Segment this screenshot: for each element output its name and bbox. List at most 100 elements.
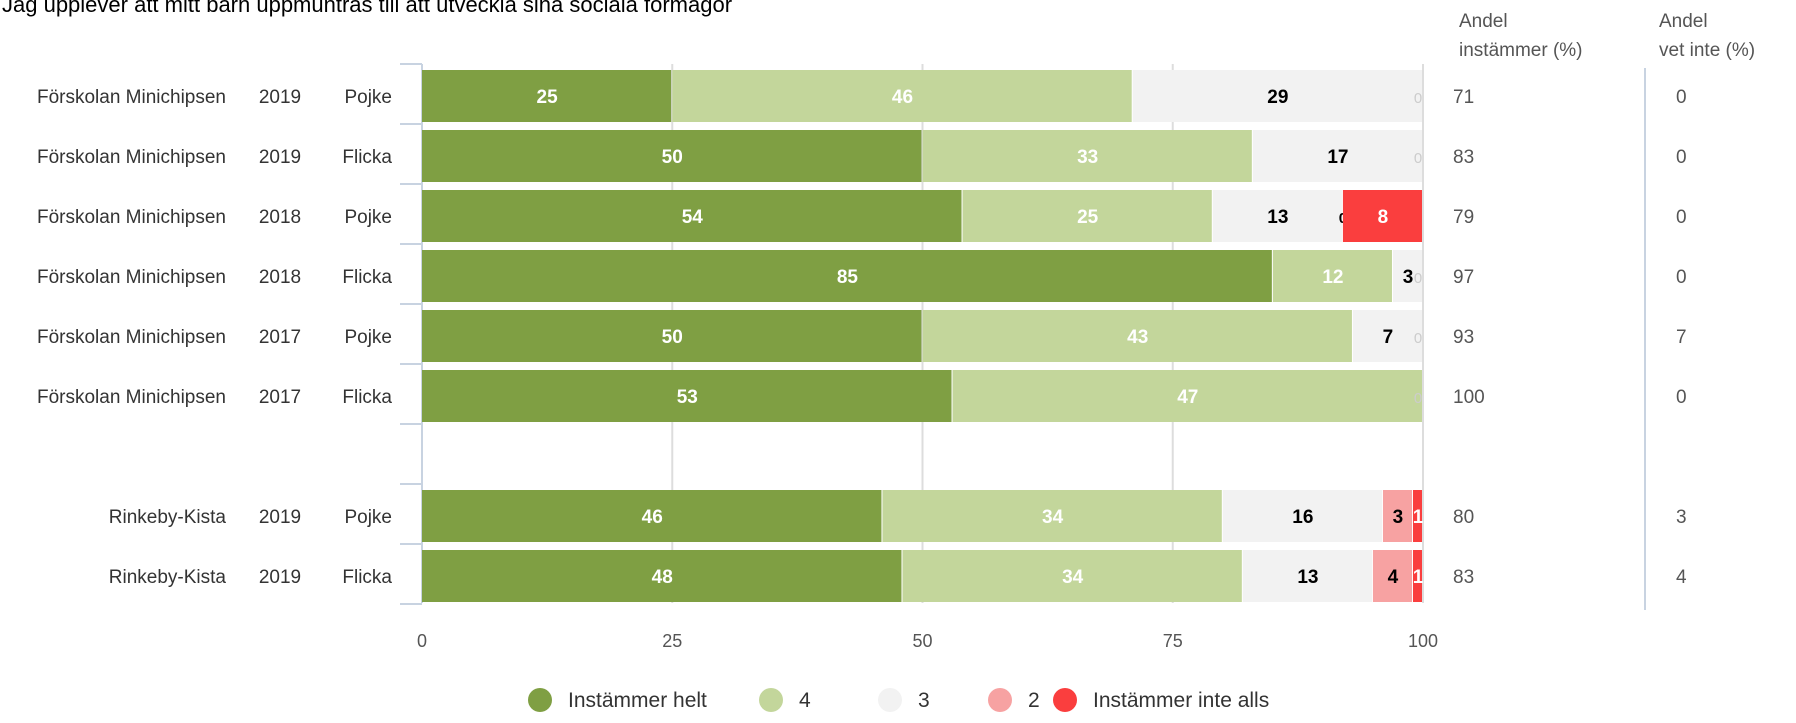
bar-segment [1392,250,1422,302]
bar-segment [1212,190,1342,242]
bar-segment [422,310,922,362]
value-andel-instammer: 97 [1453,267,1474,288]
data-label: 4 [1388,567,1399,588]
header-instammer-line1: Andel [1459,11,1508,32]
row-label-year: 2017 [259,387,301,408]
row-label-year: 2019 [259,87,301,108]
legend-marker [528,688,552,712]
bar-segment [962,190,1212,242]
header-vet-inte-line1: Andel [1659,11,1708,32]
bar-segment [1382,490,1412,542]
value-andel-vet-inte: 0 [1676,87,1687,108]
bar-segment [1252,130,1422,182]
data-label: 13 [1297,567,1318,588]
bar-segment [672,70,1132,122]
row-label-unit: Förskolan Minichipsen [37,87,226,108]
row-label-unit: Förskolan Minichipsen [37,267,226,288]
row-label-year: 2017 [259,327,301,348]
row-label-gender: Flicka [342,147,392,168]
bar-segment [1352,310,1422,362]
row-label-year: 2019 [259,147,301,168]
data-label: 47 [1177,387,1198,408]
row-label-gender: Pojke [344,87,392,108]
chart-title: Jag upplever att mitt barn uppmuntras ti… [2,0,732,17]
data-label: 46 [642,507,663,528]
row-label-gender: Flicka [342,267,392,288]
row-label-year: 2019 [259,567,301,588]
row-label-gender: Pojke [344,327,392,348]
data-label: 53 [677,387,698,408]
value-andel-instammer: 93 [1453,327,1474,348]
row-label-unit: Rinkeby-Kista [109,567,227,588]
value-andel-instammer: 80 [1453,507,1474,528]
legend-marker [878,688,902,712]
data-label: 17 [1327,147,1348,168]
data-label: 43 [1127,327,1148,348]
value-andel-vet-inte: 7 [1676,327,1687,348]
bar-segment [1412,550,1422,602]
bar-segment [1342,190,1422,242]
row-label-gender: Pojke [344,207,392,228]
legend-label: 2 [1028,689,1040,712]
bar-segment [882,490,1222,542]
data-label: 25 [1077,207,1099,228]
legend-marker [988,688,1012,712]
data-label: 25 [537,87,559,108]
value-andel-vet-inte: 0 [1676,207,1687,228]
value-andel-instammer: 79 [1453,207,1474,228]
header-vet-inte-line2: vet inte (%) [1659,40,1755,61]
legend-label: 4 [799,689,811,712]
bar-segment [422,370,952,422]
row-label-unit: Förskolan Minichipsen [37,207,226,228]
data-label: 34 [1062,567,1084,588]
legend-marker [1053,688,1077,712]
data-label: 29 [1267,87,1288,108]
value-andel-vet-inte: 0 [1676,267,1687,288]
data-label: 8 [1378,207,1389,228]
value-andel-instammer: 83 [1453,567,1474,588]
value-andel-instammer: 71 [1453,87,1474,108]
row-label-gender: Flicka [342,387,392,408]
bar-segment [952,370,1422,422]
bar-segment [1272,250,1392,302]
bar-segment [1412,490,1422,542]
data-label: 12 [1322,267,1343,288]
header-instammer-line2: instämmer (%) [1459,40,1583,61]
value-andel-vet-inte: 4 [1676,567,1687,588]
data-label: 16 [1292,507,1313,528]
data-label: 3 [1403,267,1414,288]
row-label-gender: Pojke [344,507,392,528]
x-tick-label: 50 [912,631,932,651]
value-andel-vet-inte: 0 [1676,147,1687,168]
data-label: 85 [837,267,859,288]
data-label: 0 [1414,330,1422,347]
row-label-gender: Flicka [342,567,392,588]
data-label: 1 [1413,567,1424,588]
data-label: 50 [662,147,683,168]
data-label: 33 [1077,147,1098,168]
value-andel-instammer: 83 [1453,147,1474,168]
bar-segment [422,490,882,542]
value-andel-vet-inte: 3 [1676,507,1687,528]
row-label-year: 2019 [259,507,301,528]
bar-segment [1132,70,1422,122]
bar-segment [922,130,1252,182]
data-label: 46 [892,87,913,108]
data-label: 50 [662,327,683,348]
value-andel-instammer: 100 [1453,387,1485,408]
bar-segment [422,130,922,182]
x-tick-label: 25 [662,631,682,651]
bar-segment [902,550,1242,602]
data-label: 3 [1393,507,1404,528]
value-andel-vet-inte: 0 [1676,387,1687,408]
bar-segment [1242,550,1372,602]
row-label-year: 2018 [259,267,301,288]
data-label: 0 [1414,150,1422,167]
row-label-unit: Förskolan Minichipsen [37,327,226,348]
row-label-unit: Förskolan Minichipsen [37,147,226,168]
x-tick-label: 0 [417,631,427,651]
data-label: 1 [1413,507,1424,528]
data-label: 0 [1414,390,1422,407]
